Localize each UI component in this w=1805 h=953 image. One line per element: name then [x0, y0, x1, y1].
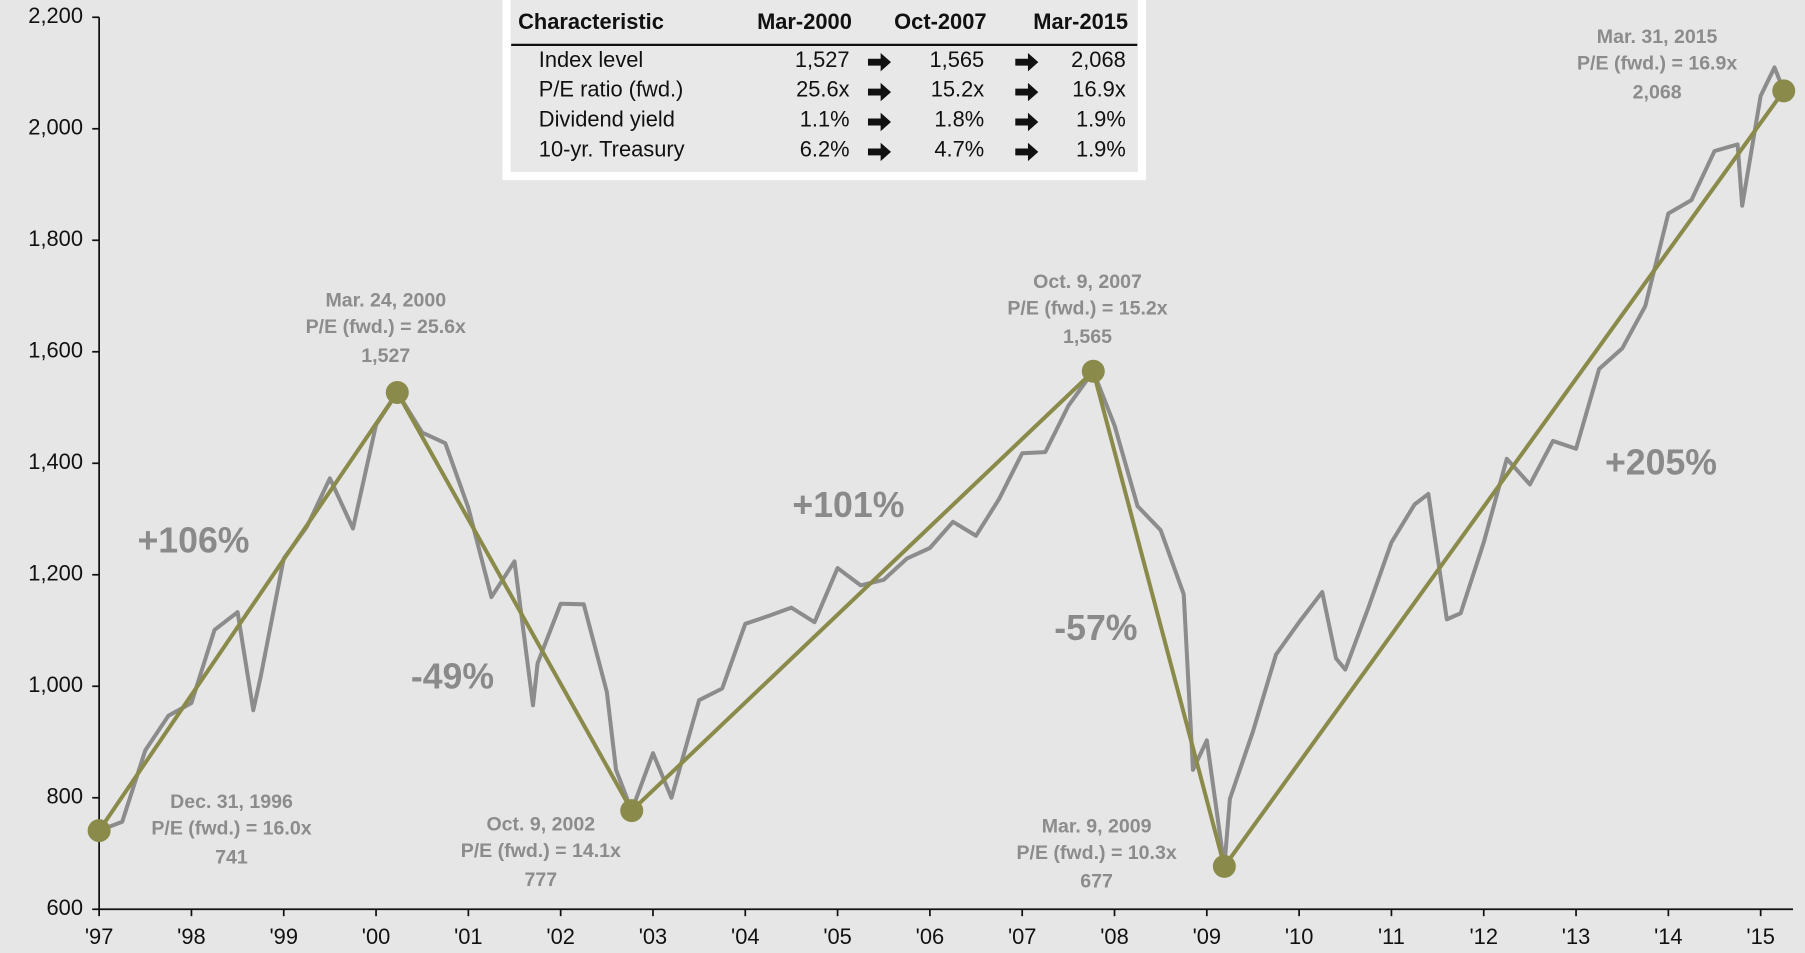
table-header: Mar-2015	[1033, 9, 1128, 34]
point-pe: P/E (fwd.) = 16.9x	[1577, 53, 1737, 75]
table-cell: 1.9%	[1076, 107, 1126, 132]
x-tick-label: '04	[731, 924, 760, 949]
trend-point	[620, 799, 644, 823]
table-header: Oct-2007	[894, 9, 986, 34]
table-cell: 25.6x	[796, 77, 850, 102]
point-value: 677	[1080, 871, 1113, 893]
x-tick-label: '15	[1746, 924, 1775, 949]
y-tick-label: 1,800	[28, 226, 83, 251]
table-box	[502, 0, 1146, 181]
point-value: 1,565	[1063, 326, 1112, 348]
point-date: Mar. 24, 2000	[325, 290, 446, 312]
x-tick-label: '06	[916, 924, 945, 949]
point-value: 741	[215, 846, 248, 868]
x-tick-label: '05	[823, 924, 852, 949]
change-label: +101%	[792, 485, 904, 525]
change-label: -57%	[1054, 608, 1137, 648]
point-date: Mar. 31, 2015	[1597, 26, 1718, 48]
point-pe: P/E (fwd.) = 15.2x	[1007, 297, 1167, 319]
table-cell: 1.8%	[934, 107, 984, 132]
change-label: +205%	[1605, 442, 1717, 482]
y-tick-label: 1,600	[28, 338, 83, 363]
x-tick-label: '14	[1654, 924, 1683, 949]
point-value: 1,527	[361, 345, 410, 367]
table-cell: 4.7%	[934, 137, 984, 162]
table-cell: Dividend yield	[539, 107, 675, 132]
x-tick-label: '02	[546, 924, 575, 949]
x-tick-label: '97	[85, 924, 114, 949]
table-cell: 1,527	[795, 47, 850, 72]
table-header: Characteristic	[518, 9, 664, 34]
point-date: Mar. 9, 2009	[1042, 815, 1152, 837]
y-tick-label: 600	[47, 895, 83, 920]
point-date: Oct. 9, 2002	[486, 814, 595, 836]
table-arrow	[1015, 82, 1039, 102]
y-tick-label: 800	[47, 784, 83, 809]
table-cell: 1.1%	[800, 107, 850, 132]
point-pe: P/E (fwd.) = 10.3x	[1016, 842, 1176, 864]
point-date: Dec. 31, 1996	[170, 791, 293, 813]
y-tick-label: 2,000	[28, 115, 83, 140]
x-tick-label: '12	[1469, 924, 1498, 949]
point-pe: P/E (fwd.) = 14.1x	[461, 840, 621, 862]
table-cell: 2,068	[1071, 47, 1126, 72]
trend-point	[1081, 359, 1105, 383]
point-pe: P/E (fwd.) = 16.0x	[151, 818, 311, 840]
point-value: 777	[525, 869, 558, 891]
summary-table: Characteristic Mar-2000 Oct-2007 Mar-2015 In…	[502, 0, 1146, 181]
table-cell: 1.9%	[1076, 137, 1126, 162]
x-tick-label: '99	[269, 924, 298, 949]
table-arrow	[1015, 112, 1039, 132]
table-arrow	[1015, 52, 1039, 72]
y-tick-label: 1,200	[28, 561, 83, 586]
x-tick-label: '10	[1285, 924, 1314, 949]
x-tick-label: '03	[639, 924, 668, 949]
table-cell: 10-yr. Treasury	[539, 137, 685, 162]
y-tick-label: 1,000	[28, 672, 83, 697]
point-value: 2,068	[1633, 81, 1682, 103]
trend-point	[385, 380, 409, 404]
x-tick-label: '08	[1100, 924, 1129, 949]
trend-point	[1212, 854, 1236, 878]
y-tick-label: 2,200	[28, 3, 83, 28]
table-cell: 1,565	[930, 47, 985, 72]
x-tick-label: '00	[362, 924, 391, 949]
table-arrow	[867, 142, 891, 162]
table-cell: 16.9x	[1072, 77, 1126, 102]
table-cell: Index level	[539, 47, 644, 72]
point-pe: P/E (fwd.) = 25.6x	[306, 316, 466, 338]
trend-point	[1772, 79, 1796, 103]
table-cell: P/E ratio (fwd.)	[539, 77, 684, 102]
x-tick-label: '11	[1378, 924, 1405, 949]
x-tick-label: '07	[1008, 924, 1037, 949]
table-cell: 15.2x	[931, 77, 985, 102]
table-arrow	[1015, 142, 1039, 162]
table-cell: 6.2%	[800, 137, 850, 162]
point-date: Oct. 9, 2007	[1033, 271, 1142, 293]
trend-point	[87, 819, 111, 843]
y-tick-label: 1,400	[28, 449, 83, 474]
table-arrow	[867, 112, 891, 132]
x-tick-label: '13	[1562, 924, 1591, 949]
x-tick-label: '98	[177, 924, 206, 949]
table-arrow	[867, 82, 891, 102]
trend-line	[97, 89, 1786, 871]
table-arrow	[867, 52, 891, 72]
change-label: -49%	[411, 656, 494, 696]
x-tick-label: '01	[454, 924, 483, 949]
x-tick-label: '09	[1193, 924, 1222, 949]
table-header: Mar-2000	[757, 9, 852, 34]
change-label: +106%	[137, 521, 249, 561]
